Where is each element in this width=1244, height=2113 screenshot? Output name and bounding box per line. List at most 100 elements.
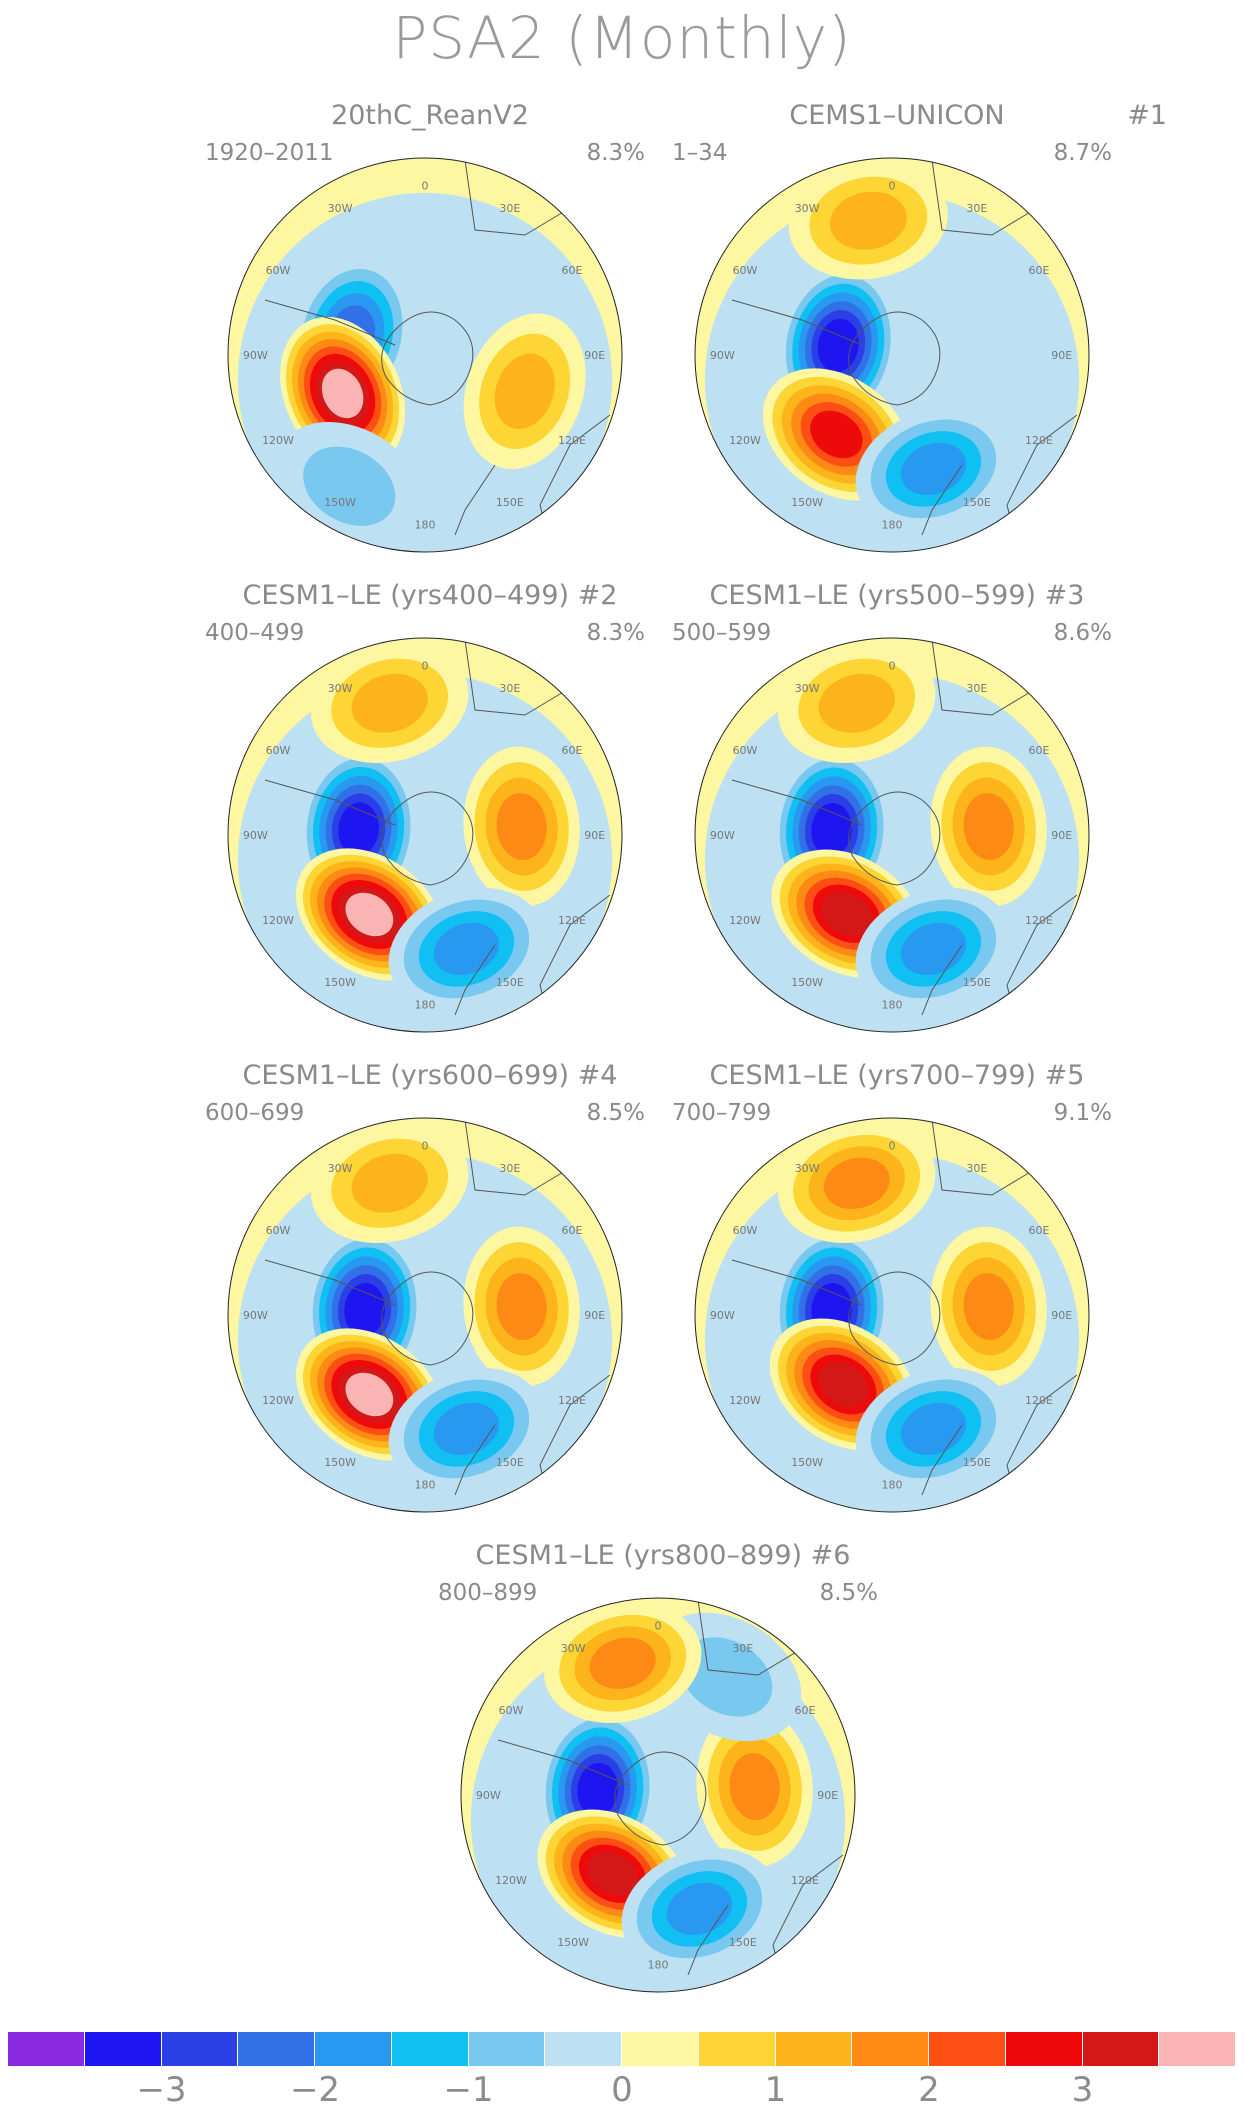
- longitude-label: 30W: [795, 202, 820, 215]
- high-anomaly-1: [295, 848, 443, 981]
- high-anomaly-2: [930, 1226, 1047, 1387]
- high-anomaly-2: [696, 1706, 813, 1867]
- africa-coastline: [464, 1119, 576, 1196]
- south-america-coastline: [264, 1259, 396, 1306]
- longitude-label: 0: [422, 179, 429, 192]
- colorbar-tick-label: −3: [136, 2070, 187, 2110]
- antarctica-coastline: [848, 311, 941, 406]
- longitude-label: 60W: [733, 1224, 758, 1237]
- colorbar-tick-label: 2: [918, 2070, 940, 2110]
- contour-level: [345, 1372, 394, 1417]
- contour-level: [680, 1637, 773, 1717]
- longitude-label: 60E: [1029, 1224, 1050, 1237]
- panel-title: 20thC_ReanV2: [331, 100, 529, 131]
- panel-title: CESM1–LE (yrs600–699) #4: [242, 1060, 618, 1091]
- panel-variance: 9.1%: [1053, 1100, 1112, 1126]
- contour-level: [821, 891, 872, 936]
- colorbar-tick-label: −1: [443, 2070, 494, 2110]
- longitude-label: 90W: [710, 349, 735, 362]
- map-panel-le-600: CESM1–LE (yrs600–699) #4 600–699 8.5% 0 30W 3…: [150, 1060, 710, 1530]
- colorbar-tick-label: 3: [1071, 2070, 1094, 2110]
- high-anomaly-3: [788, 161, 948, 280]
- africa-coastline: [931, 159, 1043, 236]
- low-anomaly-3: [855, 1367, 1012, 1490]
- panel-years: 1920–2011: [205, 140, 334, 166]
- map-panel-unicon: CEMS1–UNICON #1 1–34 8.7% 0 30W 30E 60W 60E 90W 90…: [617, 100, 1177, 570]
- new-zealand-coastline: [921, 1424, 963, 1496]
- south-america-coastline: [731, 299, 863, 346]
- longitude-label: 120W: [729, 914, 761, 927]
- figure-title: PSA2 (Monthly): [392, 4, 852, 72]
- high-anomaly-4: [310, 643, 469, 763]
- panel-years: 500–599: [672, 620, 772, 646]
- colorbar-cell: [161, 2032, 239, 2066]
- south-america-coastline: [731, 1259, 863, 1306]
- longitude-label: 120E: [791, 1874, 819, 1887]
- map-boundary: [460, 1597, 856, 1993]
- longitude-label: 120W: [495, 1874, 527, 1887]
- new-zealand-coastline: [454, 944, 496, 1016]
- longitude-label: 60W: [733, 264, 758, 277]
- contour-level: [496, 793, 547, 860]
- colorbar-cell: [238, 2032, 315, 2066]
- polar-map: 0 30W 30E 60W 60E 90W 90E 120W 120E 150W 150E 180: [460, 1597, 856, 1993]
- longitude-label: 30W: [795, 682, 820, 695]
- contour-level: [433, 1402, 500, 1456]
- longitude-label: 90W: [243, 349, 268, 362]
- map-panel-le-400: CESM1–LE (yrs400–499) #2 400–499 8.3% 0 30W 3…: [150, 580, 710, 1050]
- low-anomaly-2: [855, 407, 1012, 530]
- map-boundary: [694, 637, 1090, 1033]
- antarctica-coastline: [614, 1751, 707, 1846]
- polar-map: 0 30W 30E 60W 60E 90W 90E 120W 120E 150W 150E 180: [694, 1117, 1090, 1513]
- contour-level: [351, 1153, 428, 1213]
- longitude-label: 60E: [1029, 744, 1050, 757]
- panel-title: CESM1–LE (yrs400–499) #2: [242, 580, 618, 611]
- colorbar-tick-label: −2: [289, 2070, 341, 2110]
- longitude-label: 30E: [499, 682, 520, 695]
- longitude-label: 90W: [476, 1789, 501, 1802]
- africa-coastline: [697, 1599, 809, 1676]
- new-zealand-coastline: [454, 464, 496, 536]
- contour-level: [818, 1361, 869, 1408]
- longitude-label: 120W: [262, 914, 294, 927]
- africa-coastline: [464, 159, 576, 236]
- contour-level: [666, 1882, 733, 1936]
- longitude-label: 120W: [262, 434, 294, 447]
- polar-map: 0 30W 30E 60W 60E 90W 90E 120W 120E 150W 150E 180: [694, 157, 1090, 553]
- contour-level: [494, 353, 555, 429]
- colorbar-cell: [468, 2032, 546, 2066]
- contour-level: [818, 673, 895, 733]
- contour-level: [433, 922, 500, 976]
- colorbar-labels: −3 −2 −1 0 1 2 3: [8, 2070, 1236, 2110]
- panel-years: 600–699: [205, 1100, 305, 1126]
- longitude-label: 120E: [558, 434, 586, 447]
- south-america-coastline: [731, 779, 863, 826]
- longitude-label: 150W: [791, 1456, 823, 1469]
- longitude-label: 60W: [733, 744, 758, 757]
- longitude-label: 60E: [562, 744, 583, 757]
- longitude-label: 60W: [499, 1704, 524, 1717]
- longitude-label: 60E: [1029, 264, 1050, 277]
- low-anomaly-3: [621, 1847, 778, 1970]
- panel-variance: 8.3%: [586, 140, 645, 166]
- africa-coastline: [931, 639, 1043, 716]
- longitude-label: 150E: [729, 1936, 757, 1949]
- panel-title: CESM1–LE (yrs500–599) #3: [709, 580, 1085, 611]
- south-america-coastline: [497, 1739, 629, 1786]
- longitude-label: 150E: [496, 976, 524, 989]
- panel-variance: 8.5%: [586, 1100, 645, 1126]
- longitude-label: 30W: [561, 1642, 586, 1655]
- longitude-label: 180: [648, 1959, 669, 1972]
- colorbar: [8, 2032, 1236, 2068]
- longitude-label: 180: [882, 999, 903, 1012]
- longitude-label: 120E: [1025, 434, 1053, 447]
- contour-level: [338, 802, 379, 857]
- longitude-label: 180: [882, 1479, 903, 1492]
- longitude-label: 180: [882, 519, 903, 532]
- longitude-label: 30W: [328, 682, 353, 695]
- colorbar-cell: [775, 2032, 853, 2066]
- longitude-label: 180: [415, 999, 436, 1012]
- high-anomaly-2: [463, 746, 580, 907]
- longitude-label: 120W: [729, 434, 761, 447]
- longitude-label: 0: [889, 659, 896, 672]
